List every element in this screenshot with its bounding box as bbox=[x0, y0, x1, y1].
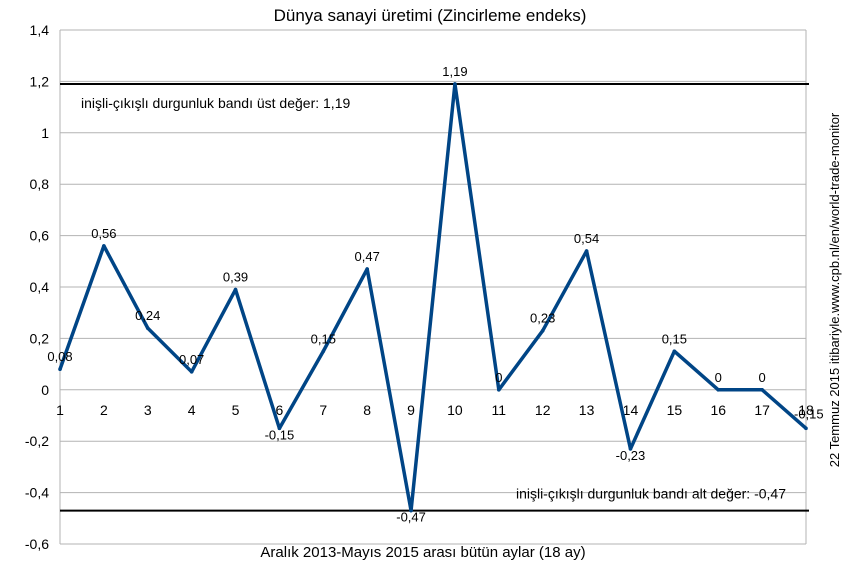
data-label: 0 bbox=[715, 370, 722, 385]
x-tick-label: 11 bbox=[492, 402, 507, 418]
y-tick-label: 0,8 bbox=[30, 176, 50, 192]
x-tick-label: 1 bbox=[56, 402, 64, 418]
y-tick-label: 1 bbox=[41, 125, 49, 141]
y-tick-label: -0,2 bbox=[25, 433, 49, 449]
data-label: 0,07 bbox=[179, 352, 204, 367]
data-label: 0 bbox=[759, 370, 766, 385]
y-tick-label: 0,2 bbox=[30, 330, 50, 346]
x-tick-label: 8 bbox=[363, 402, 371, 418]
y-tick-label: 1,4 bbox=[30, 22, 50, 38]
data-label: 0,47 bbox=[355, 249, 380, 264]
data-point bbox=[321, 349, 326, 354]
x-tick-label: 15 bbox=[667, 402, 683, 418]
x-tick-label: 2 bbox=[100, 402, 108, 418]
y-tick-label: -0,6 bbox=[25, 536, 49, 552]
data-label: 1,19 bbox=[442, 64, 467, 79]
data-point bbox=[189, 370, 194, 374]
data-point bbox=[409, 508, 413, 513]
data-point bbox=[277, 426, 282, 431]
data-point bbox=[760, 388, 764, 392]
data-point bbox=[145, 326, 150, 330]
data-label: 0,56 bbox=[91, 226, 116, 241]
data-point bbox=[58, 367, 62, 372]
x-tick-label: 13 bbox=[579, 402, 595, 418]
x-tick-label: 6 bbox=[276, 402, 284, 418]
data-label: 0,15 bbox=[311, 331, 336, 346]
x-tick-label: 7 bbox=[319, 402, 327, 418]
chart-title: Dünya sanayi üretimi (Zincirleme endeks) bbox=[274, 6, 587, 25]
data-point bbox=[628, 447, 633, 451]
data-label: -0,15 bbox=[265, 427, 295, 442]
series-layer bbox=[58, 82, 808, 513]
reference-label-lower: inişli-çıkışlı durgunluk bandı alt değer… bbox=[516, 486, 786, 502]
data-point bbox=[584, 249, 589, 253]
y-tick-label: 0 bbox=[41, 382, 49, 398]
data-label: -0,15 bbox=[794, 406, 824, 421]
data-point bbox=[540, 328, 545, 333]
data-label: 0,08 bbox=[47, 349, 72, 364]
x-tick-label: 16 bbox=[710, 402, 726, 418]
series-line bbox=[58, 82, 808, 513]
x-tick-label: 17 bbox=[754, 402, 770, 418]
data-point bbox=[365, 267, 369, 271]
x-tick-label: 18 bbox=[798, 402, 814, 418]
x-axis-label: Aralık 2013-Mayıs 2015 arası bütün aylar… bbox=[260, 544, 585, 561]
x-tick-label: 9 bbox=[407, 402, 415, 418]
data-point bbox=[672, 349, 677, 354]
data-label: -0,23 bbox=[616, 448, 646, 463]
reference-lines: inişli-çıkışlı durgunluk bandı üst değer… bbox=[60, 82, 809, 512]
data-label: 0,54 bbox=[574, 231, 599, 246]
data-label: 0,24 bbox=[135, 308, 160, 323]
data-label: 0 bbox=[495, 370, 502, 385]
y-tick-label: 0,4 bbox=[30, 279, 50, 295]
data-point bbox=[716, 388, 721, 392]
data-label: 0,39 bbox=[223, 270, 248, 285]
data-point bbox=[804, 426, 808, 431]
x-tick-label: 4 bbox=[188, 402, 196, 418]
data-label: 0,15 bbox=[662, 331, 687, 346]
y-axis-ticks: 1,4 1,2 1 0,8 0,6 0,4 0,2 0 -0,2 -0,4 -0,6 bbox=[25, 22, 49, 552]
data-point bbox=[233, 287, 238, 292]
data-labels: 0,08 0,56 0,24 0,07 0,39 -0,15 0,15 0,47 -0,47 1,… bbox=[47, 64, 823, 525]
y-tick-label: -0,4 bbox=[25, 485, 49, 501]
x-tick-label: 14 bbox=[623, 402, 639, 418]
x-tick-label: 10 bbox=[447, 402, 463, 418]
data-label: -0,47 bbox=[396, 510, 426, 525]
data-point bbox=[102, 244, 106, 248]
y-tick-label: 1,2 bbox=[30, 73, 50, 89]
reference-label-upper: inişli-çıkışlı durgunluk bandı üst değer… bbox=[81, 95, 350, 111]
data-point bbox=[453, 82, 457, 86]
x-tick-label: 3 bbox=[144, 402, 152, 418]
x-axis-ticks: 1 2 3 4 5 6 7 8 9 10 11 12 13 14 15 16 17 18 bbox=[56, 402, 814, 418]
y-tick-label: 0,6 bbox=[30, 228, 50, 244]
x-tick-label: 12 bbox=[535, 402, 551, 418]
data-point bbox=[497, 388, 501, 392]
data-label: 0,23 bbox=[530, 311, 555, 326]
x-tick-label: 5 bbox=[232, 402, 240, 418]
side-note: 22 Temmuz 2015 itibariyle.www.cpb.nl/en/… bbox=[827, 112, 842, 467]
